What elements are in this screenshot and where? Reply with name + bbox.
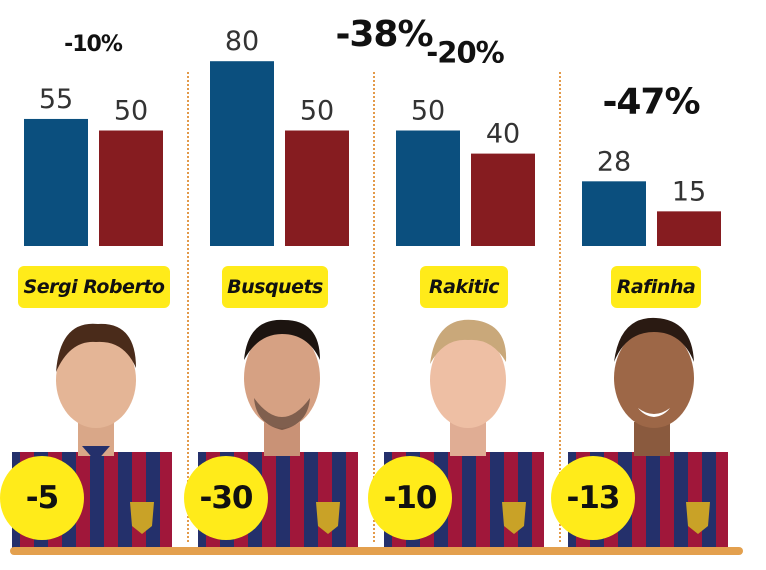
bar: [471, 153, 535, 246]
percent-change-label: -10%: [64, 32, 123, 57]
bar: [24, 118, 88, 246]
bar-value-label: 50: [411, 96, 445, 127]
percent-change-label: -20%: [426, 36, 504, 70]
difference-badge: -10: [368, 456, 452, 540]
bar-value-label: 50: [300, 96, 334, 127]
bar: [657, 211, 721, 246]
difference-badge: -30: [184, 456, 268, 540]
player-name-label: Rafinha: [611, 266, 701, 308]
player-name-label: Busquets: [222, 266, 328, 308]
baseline-rule: [10, 547, 743, 555]
column-divider: [559, 72, 561, 542]
bar: [396, 130, 460, 246]
bar-value-label: 55: [39, 84, 73, 115]
bar: [582, 181, 646, 246]
bar-value-label: 80: [225, 26, 259, 57]
bar-value-label: 40: [486, 119, 520, 150]
bar: [210, 61, 274, 247]
bar-value-label: 28: [597, 146, 631, 177]
percent-change-label: -47%: [602, 81, 699, 122]
column-divider: [373, 72, 375, 542]
percent-change-label: -38%: [335, 14, 432, 55]
bar-value-label: 15: [672, 176, 706, 207]
player-name-label: Rakitic: [420, 266, 508, 308]
column-divider: [187, 72, 189, 542]
difference-badge: -5: [0, 456, 84, 540]
bar: [285, 130, 349, 246]
player-portrait: [198, 312, 358, 548]
player-name-label: Sergi Roberto: [18, 266, 170, 308]
difference-badge: -13: [551, 456, 635, 540]
bar-value-label: 50: [114, 96, 148, 127]
bar: [99, 130, 163, 246]
